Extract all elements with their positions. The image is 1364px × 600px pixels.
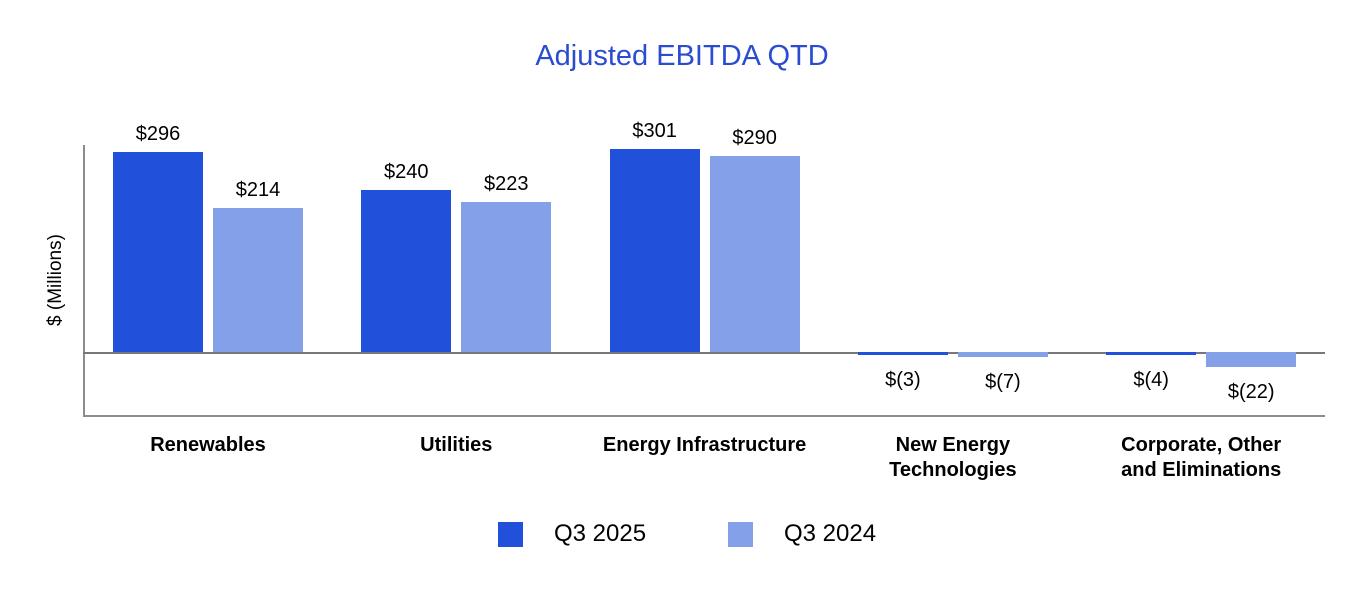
legend: Q3 2025 Q3 2024 xyxy=(0,515,1364,551)
bar-q3-2025-renewables xyxy=(113,152,203,352)
value-label-q3-2024-corporate-other-and-eliminations: $(22) xyxy=(1227,380,1275,403)
legend-label-q3-2024: Q3 2024 xyxy=(784,520,877,547)
category-label-utilities: Utilities xyxy=(420,434,493,456)
value-label-q3-2024-utilities: $223 xyxy=(484,172,529,195)
value-label-q3-2024-new-energy-technologies: $(7) xyxy=(985,370,1021,393)
bar-q3-2024-new-energy-technologies xyxy=(957,352,1048,357)
value-label-q3-2025-corporate-other-and-eliminations: $(4) xyxy=(1133,369,1169,391)
legend-swatch-q3-2024 xyxy=(728,521,753,547)
x-axis-bottom-line xyxy=(83,415,1325,417)
bar-q3-2025-energy-infrastructure xyxy=(609,149,700,352)
value-label-q3-2024-renewables: $214 xyxy=(235,178,281,201)
bar-q3-2025-utilities xyxy=(361,190,452,352)
value-label-q3-2024-energy-infrastructure: $290 xyxy=(732,127,777,150)
value-label-q3-2025-energy-infrastructure: $301 xyxy=(632,120,677,142)
bar-q3-2025-corporate-other-and-eliminations xyxy=(1106,352,1197,355)
legend-item-q3-2025: Q3 2025 xyxy=(498,520,646,548)
bar-q3-2025-new-energy-technologies xyxy=(857,352,948,355)
bar-q3-2024-energy-infrastructure xyxy=(709,156,800,352)
category-label-corporate-other-and-eliminations: Corporate, Other and Eliminations xyxy=(1121,434,1282,481)
bar-q3-2024-utilities xyxy=(461,201,552,352)
bar-q3-2024-renewables xyxy=(213,207,303,352)
value-label-q3-2025-renewables: $296 xyxy=(135,123,181,146)
category-label-new-energy-technologies: New Energy Technologies xyxy=(889,434,1017,481)
chart-title: Adjusted EBITDA QTD xyxy=(535,40,829,72)
value-label-q3-2025-utilities: $240 xyxy=(384,161,429,184)
y-axis-line xyxy=(83,145,85,417)
bar-q3-2024-corporate-other-and-eliminations xyxy=(1206,352,1297,367)
legend-item-q3-2024: Q3 2024 xyxy=(728,520,876,548)
legend-label-q3-2025: Q3 2025 xyxy=(554,520,647,547)
legend-swatch-q3-2025 xyxy=(498,521,523,547)
zero-baseline-line xyxy=(83,352,1325,354)
category-label-renewables: Renewables xyxy=(150,434,266,456)
y-axis-label: $ (Millions) xyxy=(45,234,66,326)
value-label-q3-2025-new-energy-technologies: $(3) xyxy=(885,369,921,391)
category-label-energy-infrastructure: Energy Infrastructure xyxy=(602,434,807,456)
